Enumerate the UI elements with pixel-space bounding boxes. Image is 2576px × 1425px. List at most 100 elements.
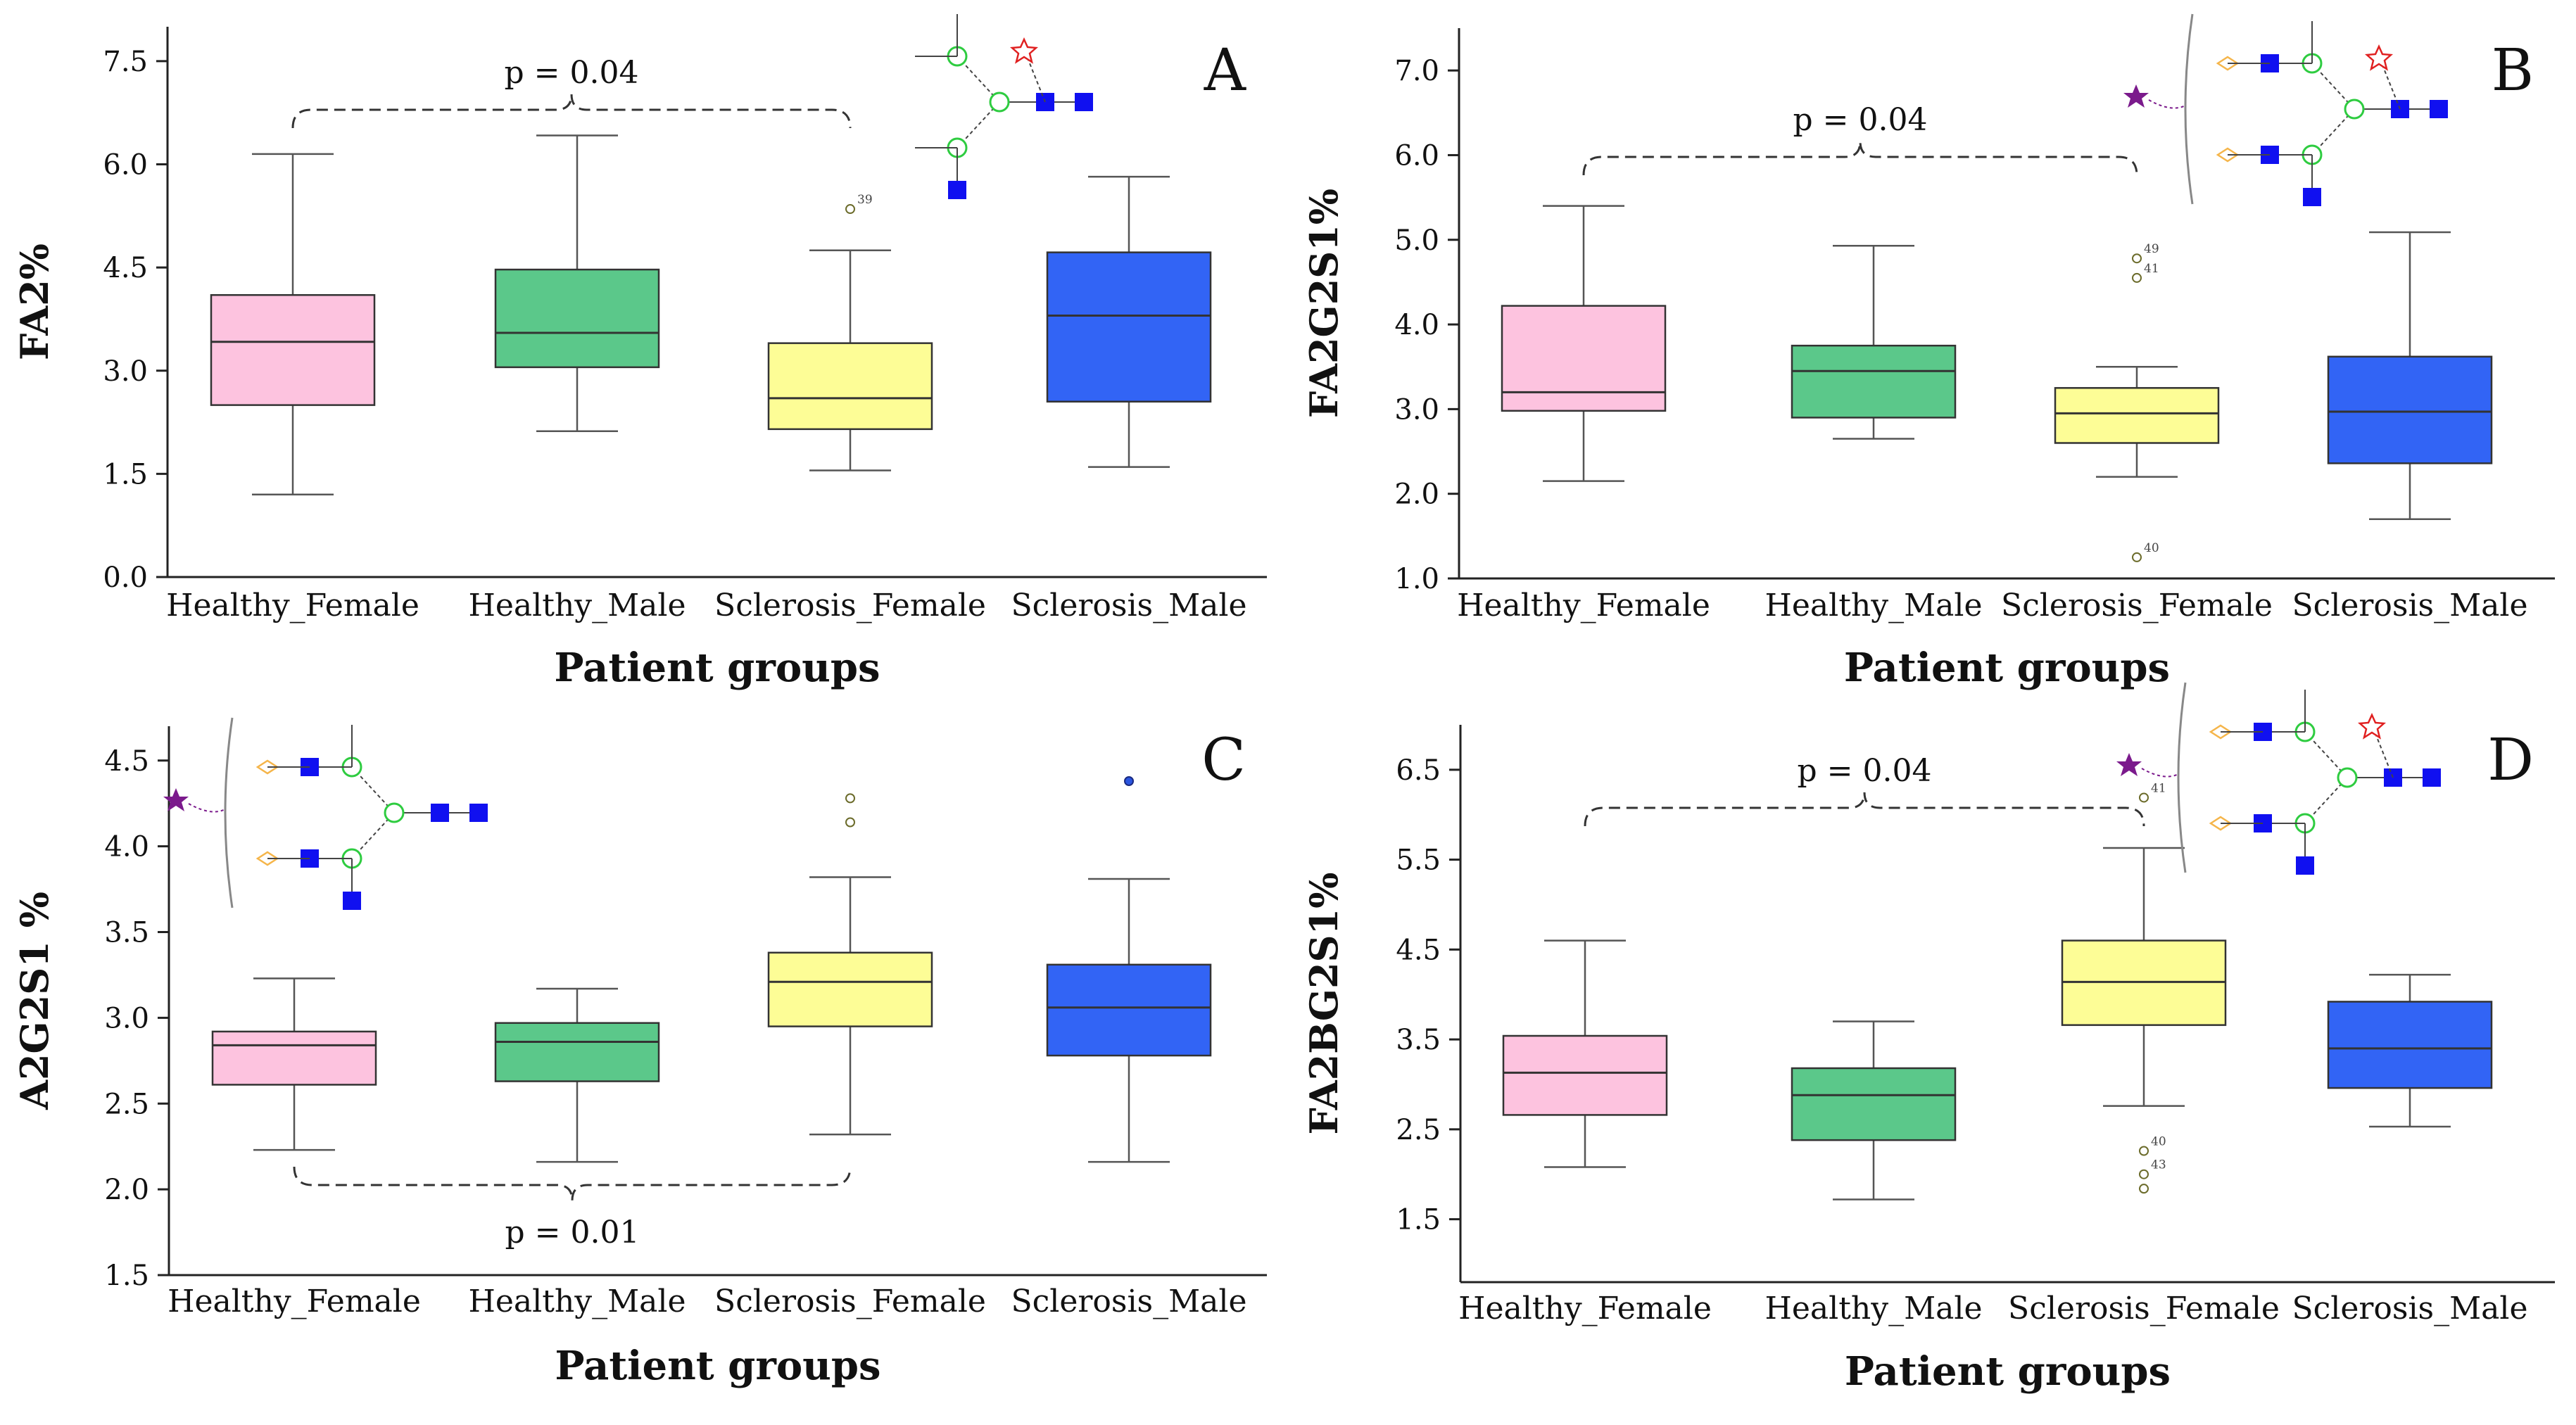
glcnac-square — [343, 892, 361, 910]
y-tick-label: 6.0 — [103, 149, 148, 182]
glycan-bond — [351, 812, 395, 859]
x-tick-label: Healthy_Female — [1457, 588, 1710, 623]
glcnac-square — [2303, 188, 2321, 206]
p-value-label: p = 0.04 — [505, 55, 639, 91]
outlier-label: 40 — [2151, 1134, 2166, 1148]
mannose-circle — [2344, 99, 2365, 120]
box-iqr — [1791, 1067, 1957, 1141]
y-tick-label: 3.0 — [104, 1002, 149, 1034]
glcnac-square — [1075, 93, 1093, 111]
x-tick-label: Healthy_Male — [469, 1284, 686, 1319]
antenna-bracket — [224, 717, 234, 908]
box-healthy-female — [210, 153, 376, 495]
y-tick-label: 0.0 — [103, 562, 148, 594]
glycan-bond — [351, 766, 395, 813]
box-iqr — [211, 1030, 377, 1086]
box-iqr — [494, 268, 660, 369]
x-axis-title: Patient groups — [555, 1343, 880, 1389]
panel-letter: B — [2492, 37, 2534, 104]
glcnac-square — [948, 181, 966, 199]
glycan-bond — [2304, 731, 2348, 778]
box-iqr — [1501, 305, 1667, 412]
y-tick-label: 1.5 — [104, 1260, 149, 1292]
y-tick-label: 1.5 — [1396, 1204, 1441, 1236]
panel-c: 1.5 2.0 2.5 3.0 3.5 4.0 4.5 Healthy_Female Healt… — [12, 726, 1267, 1389]
box-healthy-male — [1791, 1020, 1957, 1201]
glycan-structure-d — [2116, 682, 2441, 875]
significance-bracket — [291, 94, 852, 129]
sialic-acid-star — [163, 788, 189, 811]
significance-bracket — [293, 1166, 852, 1201]
outlier-point — [2132, 552, 2142, 562]
glycan-bond — [2311, 108, 2355, 156]
outlier-label: 49 — [2144, 242, 2159, 256]
glcnac-square — [2430, 100, 2448, 118]
box-iqr — [767, 951, 933, 1027]
y-tick-label: 2.5 — [1396, 1114, 1441, 1146]
y-tick-label: 2.0 — [1394, 479, 1439, 511]
box-healthy-male — [1791, 244, 1957, 440]
y-tick-label: 4.5 — [103, 252, 148, 284]
outlier-point — [845, 793, 855, 804]
box-iqr — [2327, 1001, 2493, 1089]
y-axis-title: FA2BG2S1% — [1301, 873, 1346, 1135]
box-iqr — [1791, 344, 1957, 419]
panel-letter: A — [1204, 37, 1247, 104]
y-axis-title: FA2% — [12, 243, 57, 360]
x-tick-label: Sclerosis_Female — [714, 1284, 986, 1319]
p-value-label: p = 0.01 — [505, 1215, 640, 1250]
x-tick-label: Sclerosis_Male — [2292, 588, 2527, 623]
glcnac-square — [2296, 856, 2314, 875]
outlier-label: 43 — [2151, 1158, 2166, 1172]
box-sclerosis-female: 39 — [767, 193, 933, 471]
x-tick-label: Sclerosis_Male — [1011, 588, 1246, 623]
outlier-point — [2139, 1169, 2149, 1179]
outlier-point — [845, 204, 855, 215]
box-iqr — [210, 293, 376, 406]
box-sclerosis-male — [1046, 776, 1212, 1163]
p-value-label: p = 0.04 — [1793, 102, 1928, 138]
x-tick-label: Healthy_Female — [1458, 1291, 1712, 1326]
glcnac-square — [2423, 768, 2441, 787]
outlier-point — [1124, 776, 1134, 786]
glycan-bond — [2141, 768, 2179, 778]
outlier-point — [2132, 272, 2142, 283]
box-iqr — [767, 342, 933, 431]
outlier-point — [2139, 1146, 2149, 1156]
y-tick-label: 2.5 — [104, 1088, 149, 1120]
panel-b: 1.0 2.0 3.0 4.0 5.0 6.0 7.0 Healthy_Female Healt… — [1301, 28, 2555, 691]
x-tick-label: Healthy_Female — [166, 588, 419, 623]
box-iqr — [1046, 251, 1212, 403]
y-tick-label: 1.0 — [1394, 563, 1439, 595]
sialic-acid-star — [2123, 84, 2149, 108]
y-tick-label: 4.0 — [104, 831, 149, 863]
fucose-icon — [1009, 37, 1039, 64]
y-tick-label: 5.5 — [1396, 844, 1441, 877]
outlier-point — [2139, 1184, 2149, 1194]
y-tick-label: 6.5 — [1396, 754, 1441, 787]
outlier-label: 40 — [2144, 541, 2159, 555]
y-tick-label: 3.0 — [1394, 393, 1439, 426]
outlier-point — [2132, 253, 2142, 264]
y-tick-label: 3.5 — [1396, 1024, 1441, 1056]
outlier-point — [845, 817, 855, 828]
box-healthy-male — [494, 987, 660, 1163]
panel-a: 0.0 1.5 3.0 4.5 6.0 7.5 Healthy_Female Healthy_… — [12, 27, 1267, 691]
y-axis-title: FA2G2S1% — [1301, 189, 1346, 418]
significance-bracket — [1584, 792, 2145, 827]
panel-letter: C — [1201, 727, 1246, 794]
box-healthy-male — [494, 134, 660, 433]
y-tick-label: 7.5 — [103, 46, 148, 78]
y-tick-label: 1.5 — [103, 458, 148, 490]
x-tick-label: Healthy_Male — [1765, 588, 1983, 623]
x-tick-label: Sclerosis_Female — [2001, 588, 2273, 623]
glycan-bond — [956, 56, 1000, 103]
y-tick-label: 3.0 — [103, 355, 148, 388]
antenna-bracket — [2184, 13, 2194, 205]
y-tick-label: 7.0 — [1394, 55, 1439, 87]
outlier-point — [2139, 792, 2149, 803]
y-tick-label: 3.5 — [104, 917, 149, 949]
outlier-label: 39 — [857, 193, 873, 207]
x-tick-label: Sclerosis_Male — [2292, 1291, 2527, 1326]
